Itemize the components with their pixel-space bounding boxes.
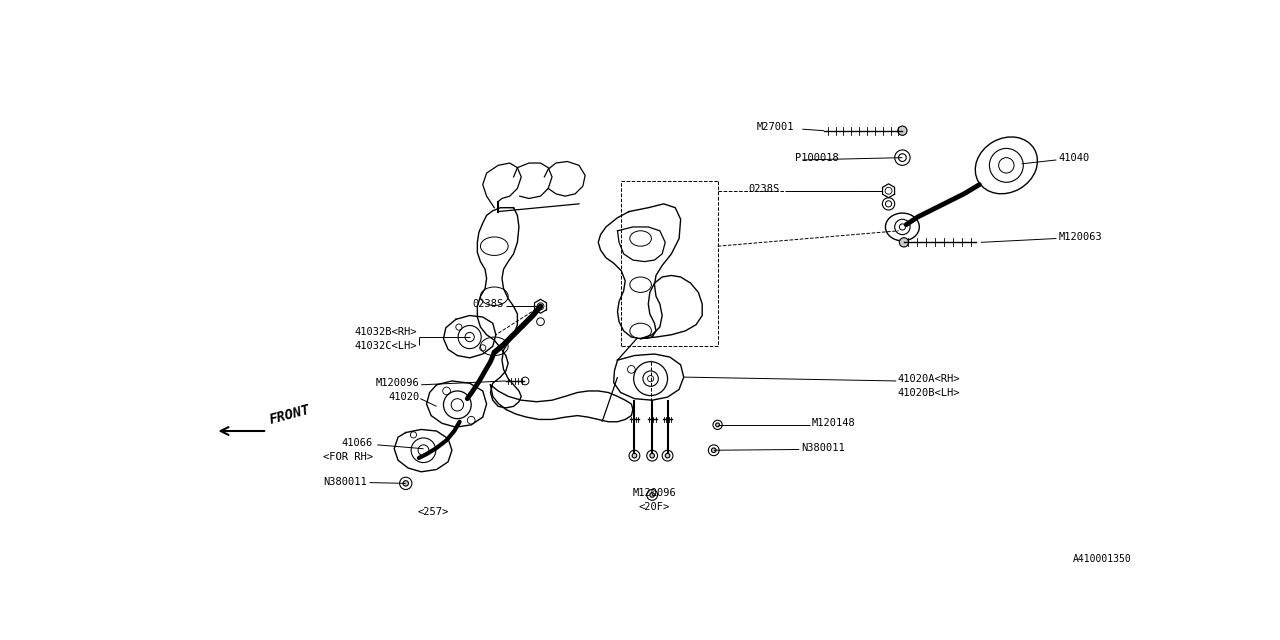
Text: <20F>: <20F>: [639, 502, 671, 512]
Text: 41032C<LH>: 41032C<LH>: [355, 341, 417, 351]
Circle shape: [716, 423, 719, 427]
Text: A410001350: A410001350: [1073, 554, 1132, 564]
Text: <257>: <257>: [417, 507, 448, 517]
Text: P100018: P100018: [795, 153, 838, 163]
Text: 41066: 41066: [342, 438, 372, 448]
Circle shape: [900, 237, 909, 247]
Circle shape: [712, 448, 716, 452]
Text: <FOR RH>: <FOR RH>: [323, 452, 372, 462]
Text: 41020A<RH>: 41020A<RH>: [897, 374, 960, 385]
Text: 41040: 41040: [1059, 154, 1091, 163]
Text: 41020: 41020: [388, 392, 420, 402]
Text: 0238S: 0238S: [748, 184, 780, 194]
Text: M120148: M120148: [812, 419, 855, 428]
Circle shape: [897, 126, 908, 135]
Text: FRONT: FRONT: [268, 403, 311, 427]
Text: 41032B<RH>: 41032B<RH>: [355, 328, 417, 337]
Text: N380011: N380011: [801, 443, 845, 453]
Text: 0238S: 0238S: [472, 299, 503, 309]
Text: 41020B<LH>: 41020B<LH>: [897, 388, 960, 398]
Text: M27001: M27001: [756, 122, 795, 132]
Circle shape: [666, 453, 669, 458]
Circle shape: [403, 481, 408, 486]
Circle shape: [650, 493, 654, 497]
Text: M120096: M120096: [376, 378, 420, 388]
Circle shape: [650, 453, 654, 458]
Text: M120063: M120063: [1059, 232, 1102, 242]
Circle shape: [632, 453, 636, 458]
Text: N380011: N380011: [324, 477, 367, 487]
Text: M120096: M120096: [632, 488, 676, 499]
